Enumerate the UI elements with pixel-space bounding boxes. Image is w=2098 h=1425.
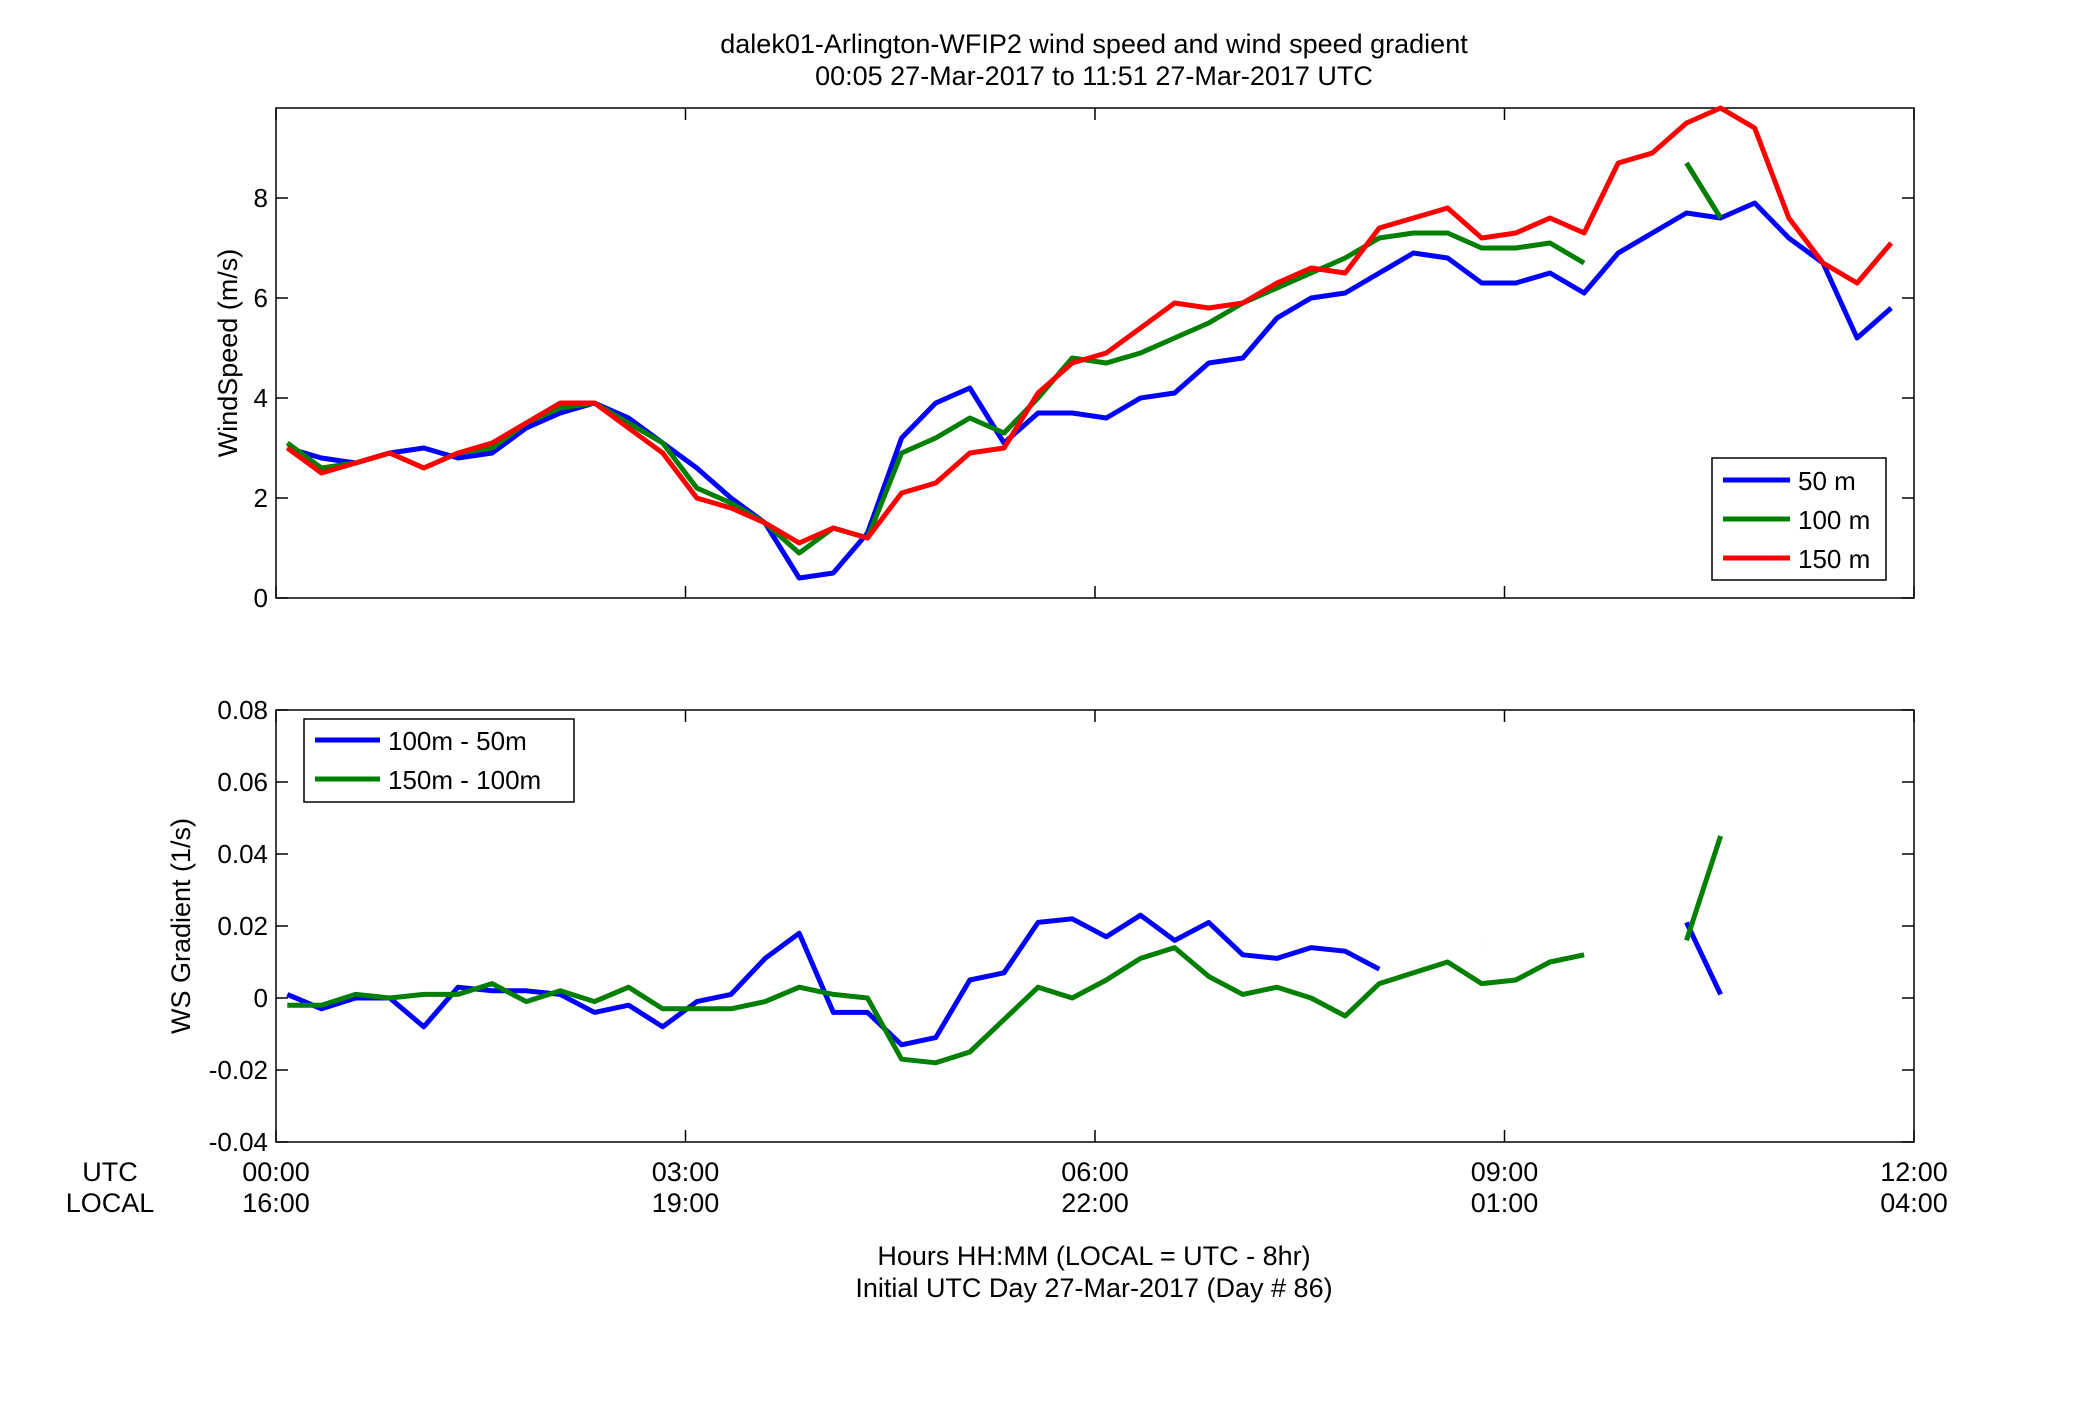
x-axis-label-line2: Initial UTC Day 27-Mar-2017 (Day # 86): [855, 1273, 1332, 1303]
windspeed-series-lines: [285, 105, 1894, 581]
bot-y-tick-label-5: 0.06: [217, 767, 268, 797]
legend-label-150m: 150 m: [1798, 544, 1870, 574]
gradient-panel: -0.04 -0.02 0 0.02 0.04 0.06 0.08 WS Gradient …: [166, 695, 1915, 1157]
x-tick-label-utc-0: 00:00: [242, 1157, 310, 1187]
legend-label-100m: 100 m: [1798, 505, 1870, 535]
gradient-x-ticks: [275, 710, 1915, 1142]
top-y-tick-label-0: 0: [254, 583, 268, 613]
bot-y-tick-label-3: 0.02: [217, 911, 268, 941]
windspeed-y-axis-label: WindSpeed (m/s): [213, 249, 243, 458]
windspeed-y-ticks: 0 2 4 6 8: [254, 183, 1914, 613]
top-series-50-m-segment-0: [286, 200, 1893, 581]
legend-label-50m: 50 m: [1798, 466, 1856, 496]
bot-series-100m-50m-segment-3: [1684, 921, 1723, 996]
x-tick-label-utc-1: 03:00: [652, 1157, 720, 1187]
x-tick-label-local-1: 19:00: [652, 1188, 720, 1218]
x-tick-label-utc-3: 09:00: [1471, 1157, 1539, 1187]
x-tick-label-local-3: 01:00: [1471, 1188, 1539, 1218]
gradient-y-axis-label: WS Gradient (1/s): [166, 818, 196, 1034]
legend-label-100m-50m: 100m - 50m: [388, 726, 527, 756]
top-y-tick-label-2: 4: [254, 383, 268, 413]
windspeed-x-ticks: [275, 108, 1915, 598]
bot-y-tick-label-2: 0: [254, 983, 268, 1013]
top-y-tick-label-4: 8: [254, 183, 268, 213]
top-y-tick-label-3: 6: [254, 283, 268, 313]
gradient-series-lines: [286, 835, 1723, 1066]
chart-title-line2: 00:05 27-Mar-2017 to 11:51 27-Mar-2017 U…: [815, 61, 1373, 91]
top-series-150-m-segment-0: [285, 105, 1894, 546]
bot-y-tick-label-4: 0.04: [217, 839, 268, 869]
bot-series-150m-100m-segment-1: [1684, 835, 1723, 942]
x-tick-label-local-4: 04:00: [1880, 1188, 1948, 1218]
windspeed-panel: 0 2 4 6 8 WindSpeed (m/s) 50 m 100 m 150 m: [213, 105, 1915, 613]
top-y-tick-label-1: 2: [254, 483, 268, 513]
top-series-100-m-segment-1: [1684, 161, 1723, 220]
x-tick-label-utc-4: 12:00: [1880, 1157, 1948, 1187]
x-tick-label-local-2: 22:00: [1061, 1188, 1129, 1218]
x-tick-label-utc-2: 06:00: [1061, 1157, 1129, 1187]
gradient-y-ticks: -0.04 -0.02 0 0.02 0.04 0.06 0.08: [209, 695, 1914, 1157]
bot-y-tick-label-6: 0.08: [217, 695, 268, 725]
gradient-legend: 100m - 50m 150m - 100m: [303, 718, 575, 803]
bot-y-tick-label-1: -0.02: [209, 1055, 268, 1085]
utc-row-label: UTC: [82, 1157, 138, 1187]
legend-label-150m-100m: 150m - 100m: [388, 765, 541, 795]
bot-y-tick-label-0: -0.04: [209, 1127, 268, 1157]
x-axis-label-line1: Hours HH:MM (LOCAL = UTC - 8hr): [877, 1241, 1310, 1271]
local-row-label: LOCAL: [66, 1188, 155, 1218]
gradient-legend-box: [303, 718, 575, 803]
x-tick-label-local-0: 16:00: [242, 1188, 310, 1218]
chart-title-line1: dalek01-Arlington-WFIP2 wind speed and w…: [720, 29, 1468, 59]
windspeed-legend: 50 m 100 m 150 m: [1711, 457, 1887, 581]
